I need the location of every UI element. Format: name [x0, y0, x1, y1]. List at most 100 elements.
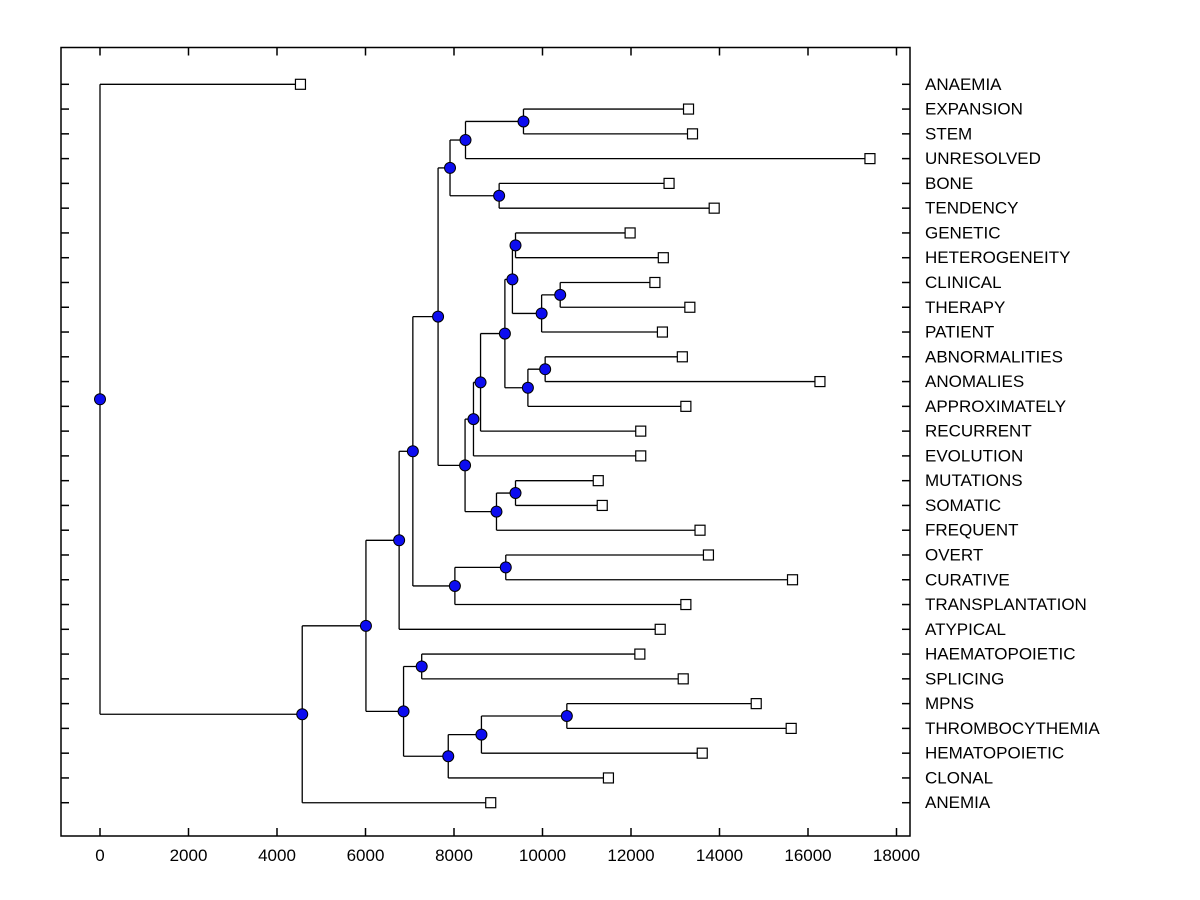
branch-node-marker [359, 619, 372, 632]
leaf-label: TENDENCY [925, 199, 1019, 218]
leaf-node-marker [294, 78, 307, 90]
leaf-node-marker [634, 648, 646, 660]
leaf-label: FREQUENT [925, 521, 1019, 540]
leaf-label: HAEMATOPOIETIC [925, 645, 1076, 664]
branch-node-marker [94, 393, 106, 406]
branch-node-marker [467, 413, 480, 426]
leaf-node-marker [686, 128, 699, 140]
branch-node-marker [397, 705, 410, 718]
branch-node-marker [442, 750, 455, 763]
branch-node-marker [560, 710, 573, 723]
leaf-label: RECURRENT [925, 422, 1032, 441]
branch-node-marker [521, 381, 534, 394]
leaf-node-marker [814, 375, 826, 388]
branch-node-marker [509, 487, 522, 500]
x-tick-label: 14000 [696, 846, 743, 865]
branch-node-marker [539, 363, 552, 376]
branch-node-marker [509, 239, 522, 252]
x-tick-label: 2000 [170, 846, 208, 865]
axes [60, 46, 911, 837]
leaf-node-marker [708, 202, 720, 214]
leaf-label: EXPANSION [925, 100, 1023, 119]
branch-node-marker [393, 534, 406, 547]
branch-node-marker [406, 445, 419, 458]
leaf-node-marker [649, 276, 661, 289]
leaf-label: CLONAL [925, 768, 993, 787]
leaf-node-marker [635, 450, 647, 462]
leaf-label: UNRESOLVED [925, 149, 1041, 168]
x-tick-label: 18000 [873, 846, 920, 865]
branch-node-marker [498, 327, 511, 340]
leaf-node-marker [624, 227, 636, 239]
leaf-label: HEMATOPOIETIC [925, 744, 1064, 763]
leaf-label: GENETIC [925, 223, 1001, 242]
x-tick-label: 10000 [519, 846, 566, 865]
leaf-label: SPLICING [925, 669, 1004, 688]
leaf-node-marker [680, 400, 692, 412]
leaf-node-marker [635, 425, 647, 437]
leaf-node-marker [684, 301, 696, 313]
leaf-node-marker [485, 797, 497, 809]
branch-node-marker [554, 288, 567, 301]
branch-node-marker [415, 660, 428, 673]
leaf-node-marker [663, 177, 675, 189]
leaf-node-marker [677, 673, 689, 685]
branch-node-marker [499, 561, 512, 574]
leaf-label: CLINICAL [925, 273, 1002, 292]
leaf-label: APPROXIMATELY [925, 397, 1066, 416]
branch-node-marker [459, 134, 472, 147]
leaf-label: HETEROGENEITY [925, 248, 1070, 267]
x-tick-label: 4000 [258, 846, 296, 865]
plot-box [60, 46, 911, 837]
leaf-label: PATIENT [925, 323, 994, 342]
leaf-label: ATYPICAL [925, 620, 1006, 639]
branch-node-marker [448, 579, 461, 592]
leaf-node-marker [654, 623, 666, 635]
branch-node-marker [475, 728, 488, 741]
leaf-label: ANEMIA [925, 793, 991, 812]
leaf-node-marker [592, 475, 604, 487]
leaf-label: SOMATIC [925, 496, 1001, 515]
leaf-label: ANOMALIES [925, 372, 1024, 391]
branch-node-marker [493, 189, 506, 202]
leaf-node-marker [702, 549, 715, 561]
branch-node-marker [535, 307, 548, 320]
x-tick-label: 16000 [784, 846, 831, 865]
node-markers [94, 78, 876, 809]
leaf-label: THROMBOCYTHEMIA [925, 719, 1100, 738]
leaf-label: OVERT [925, 545, 983, 564]
leaf-node-marker [694, 524, 706, 536]
branch-node-marker [474, 376, 487, 389]
branch-node-marker [444, 161, 457, 174]
leaf-node-marker [602, 772, 615, 784]
leaf-node-marker [676, 351, 688, 363]
x-tick-label: 8000 [435, 846, 473, 865]
branch-node-marker [459, 459, 472, 472]
leaf-label: TRANSPLANTATION [925, 595, 1087, 614]
labels: 0 2000 4000 6000 8000 10000 12000 14000 16000 180… [95, 75, 1100, 865]
leaf-node-marker [785, 722, 797, 734]
leaf-node-marker [657, 252, 669, 264]
leaf-node-marker [786, 574, 799, 586]
leaf-node-marker [696, 747, 708, 759]
leaf-label: MUTATIONS [925, 471, 1023, 490]
branch-node-marker [490, 505, 503, 518]
branch-node-marker [432, 310, 445, 323]
leaf-node-marker [596, 499, 608, 512]
leaf-node-marker [864, 153, 876, 165]
leaf-node-marker [750, 698, 762, 710]
leaf-node-marker [680, 598, 692, 611]
tree-edges [99, 83, 870, 804]
leaf-label: ANAEMIA [925, 75, 1002, 94]
leaf-node-marker [656, 326, 669, 338]
leaf-label: ABNORMALITIES [925, 347, 1063, 366]
leaf-label: BONE [925, 174, 973, 193]
leaf-label: STEM [925, 124, 972, 143]
leaf-label: EVOLUTION [925, 446, 1023, 465]
leaf-node-marker [682, 103, 695, 115]
leaf-label: THERAPY [925, 298, 1005, 317]
branch-node-marker [517, 115, 530, 128]
branch-node-marker [296, 708, 309, 721]
